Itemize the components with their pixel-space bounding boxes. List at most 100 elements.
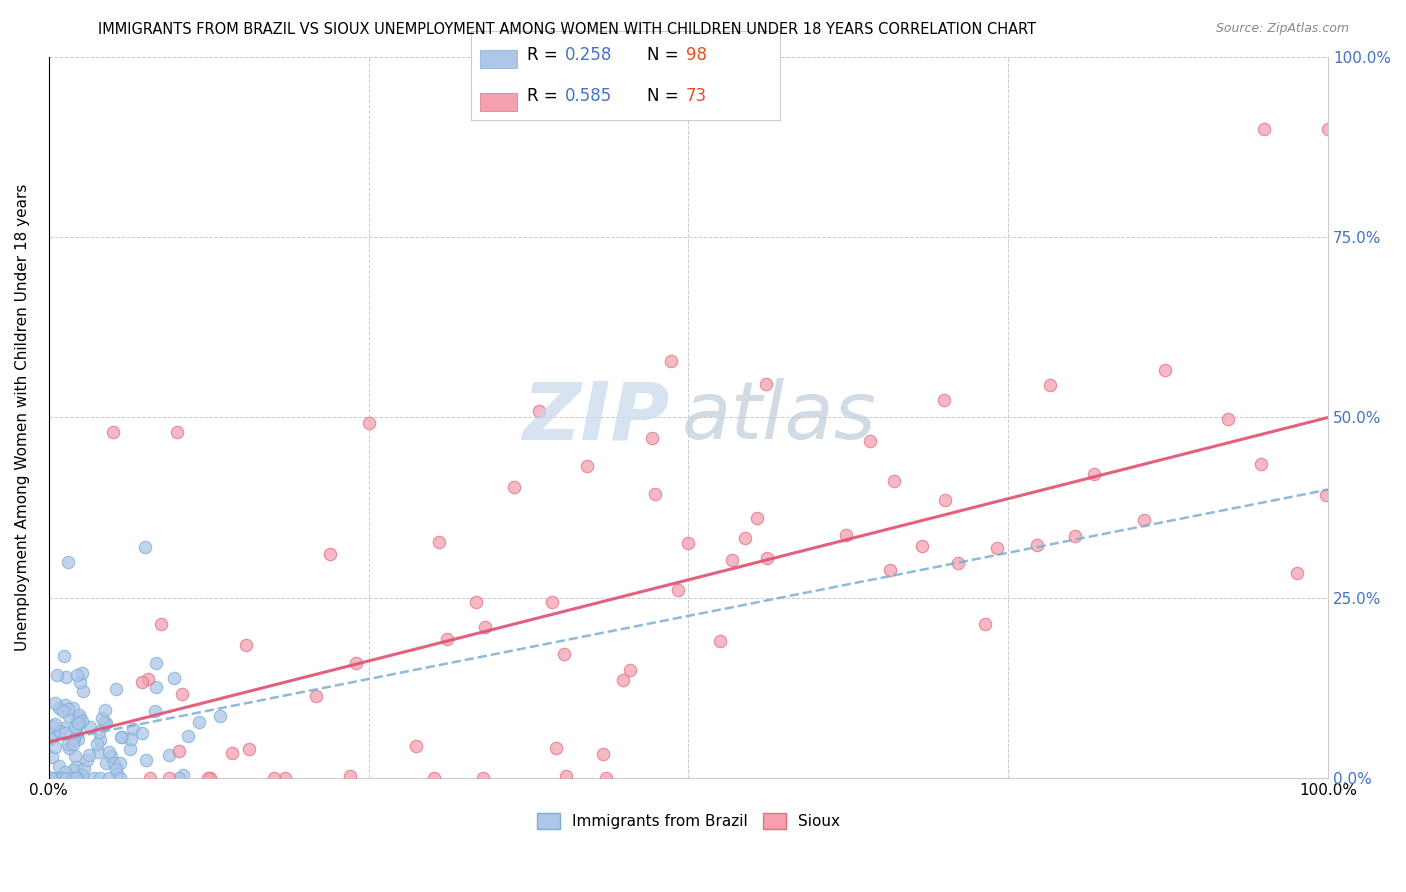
Point bbox=[65, 720, 87, 734]
Text: 0.585: 0.585 bbox=[565, 87, 613, 105]
Point bbox=[62, 763, 84, 777]
Point bbox=[755, 377, 778, 392]
Point bbox=[883, 474, 905, 488]
Point bbox=[110, 731, 132, 745]
Point bbox=[1216, 411, 1239, 425]
Text: 0.258: 0.258 bbox=[565, 46, 613, 64]
Point bbox=[145, 680, 167, 694]
Point bbox=[263, 771, 285, 785]
Point bbox=[98, 745, 121, 759]
Point bbox=[105, 766, 128, 780]
Point bbox=[1317, 121, 1340, 136]
Point bbox=[143, 705, 166, 719]
Point bbox=[756, 550, 779, 565]
Point bbox=[595, 771, 617, 785]
Point bbox=[66, 731, 89, 746]
Point bbox=[58, 741, 80, 756]
Point bbox=[53, 764, 76, 779]
Point bbox=[44, 717, 66, 731]
Point bbox=[66, 727, 89, 741]
Point bbox=[177, 729, 200, 743]
FancyBboxPatch shape bbox=[481, 50, 517, 68]
Point bbox=[91, 711, 114, 725]
Point bbox=[89, 771, 111, 785]
Point bbox=[911, 540, 934, 554]
Point bbox=[139, 771, 162, 785]
Point bbox=[111, 730, 134, 744]
Text: 73: 73 bbox=[686, 87, 707, 105]
Point bbox=[149, 617, 172, 632]
Point bbox=[471, 771, 494, 785]
Text: IMMIGRANTS FROM BRAZIL VS SIOUX UNEMPLOYMENT AMONG WOMEN WITH CHILDREN UNDER 18 : IMMIGRANTS FROM BRAZIL VS SIOUX UNEMPLOY… bbox=[98, 22, 1036, 37]
Point bbox=[65, 760, 87, 774]
Point bbox=[612, 673, 634, 688]
Point bbox=[56, 555, 79, 569]
Point bbox=[52, 721, 75, 735]
Point bbox=[48, 701, 70, 715]
Point bbox=[1064, 529, 1087, 543]
Point bbox=[339, 769, 361, 783]
Point bbox=[104, 681, 127, 696]
Point bbox=[344, 656, 367, 670]
Point bbox=[41, 749, 63, 764]
Point bbox=[554, 768, 576, 782]
Point bbox=[44, 696, 66, 710]
Point bbox=[96, 756, 118, 770]
Point bbox=[41, 719, 63, 733]
Point bbox=[52, 771, 75, 785]
Point bbox=[55, 771, 77, 785]
Point bbox=[934, 492, 956, 507]
Point bbox=[172, 768, 194, 782]
Point bbox=[553, 647, 575, 661]
Point bbox=[94, 716, 117, 731]
Point bbox=[41, 730, 63, 744]
Point bbox=[65, 668, 87, 682]
Point bbox=[357, 416, 380, 430]
Point bbox=[1315, 487, 1337, 501]
Point bbox=[619, 663, 641, 677]
Point bbox=[644, 487, 666, 501]
Point bbox=[65, 720, 87, 734]
Point bbox=[39, 771, 62, 785]
Point bbox=[70, 768, 93, 782]
Text: R =: R = bbox=[527, 46, 562, 64]
Point bbox=[198, 771, 221, 785]
Point bbox=[879, 563, 901, 577]
Point bbox=[79, 720, 101, 734]
Text: N =: N = bbox=[647, 87, 685, 105]
Point bbox=[66, 716, 89, 731]
Point bbox=[52, 649, 75, 664]
Point bbox=[1286, 566, 1309, 581]
Point bbox=[676, 536, 699, 550]
Point bbox=[423, 771, 446, 785]
Point bbox=[835, 527, 858, 541]
Point bbox=[157, 748, 180, 763]
Point bbox=[135, 753, 157, 767]
Point bbox=[197, 771, 219, 785]
Point bbox=[120, 731, 142, 746]
Point bbox=[709, 634, 731, 648]
Point bbox=[67, 707, 90, 722]
Point bbox=[305, 690, 328, 704]
Point bbox=[62, 771, 84, 785]
Point bbox=[42, 771, 65, 785]
Point bbox=[46, 771, 69, 785]
Point bbox=[122, 723, 145, 737]
Point bbox=[436, 632, 458, 646]
Point bbox=[49, 771, 72, 785]
Point bbox=[1250, 457, 1272, 471]
Point bbox=[659, 354, 682, 368]
Point bbox=[170, 687, 193, 701]
Point bbox=[56, 701, 79, 715]
Point bbox=[974, 616, 997, 631]
Point bbox=[103, 756, 125, 770]
Point bbox=[65, 714, 87, 728]
FancyBboxPatch shape bbox=[481, 93, 517, 111]
Point bbox=[87, 746, 110, 760]
Point bbox=[666, 583, 689, 598]
Point bbox=[101, 425, 124, 439]
Point bbox=[120, 741, 142, 756]
Point bbox=[1039, 378, 1062, 392]
Text: atlas: atlas bbox=[682, 378, 877, 457]
Point bbox=[63, 748, 86, 763]
